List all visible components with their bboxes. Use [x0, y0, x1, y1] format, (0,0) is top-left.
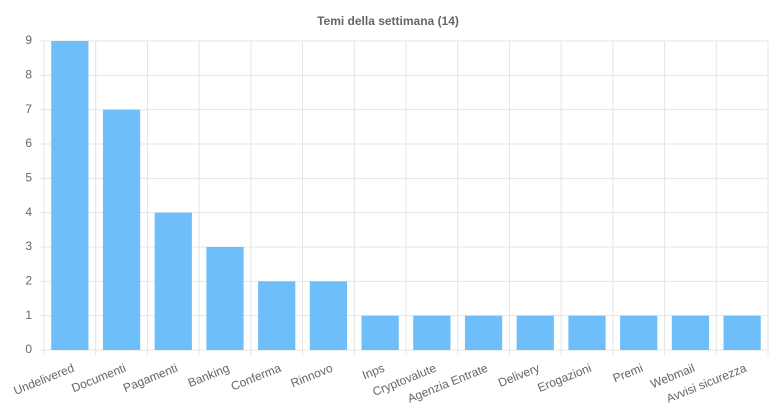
- x-tick-label: Pagamenti: [121, 361, 179, 395]
- bar: [620, 315, 658, 350]
- bar: [258, 281, 296, 350]
- y-tick-label: 7: [25, 102, 32, 116]
- x-tick-label: Documenti: [69, 361, 127, 395]
- bar: [723, 315, 761, 350]
- x-tick-label: Conferma: [229, 361, 283, 394]
- y-tick-label: 0: [25, 342, 32, 356]
- x-tick-label: Delivery: [496, 361, 541, 390]
- x-tick-label: Erogazioni: [535, 361, 593, 395]
- bar: [516, 315, 554, 350]
- bar: [154, 212, 192, 350]
- bar: [413, 315, 451, 350]
- y-tick-label: 3: [25, 239, 32, 253]
- bar: [309, 281, 348, 350]
- chart-title: Temi della settimana (14): [317, 14, 459, 28]
- x-tick-label: Inps: [360, 361, 386, 382]
- bar: [464, 315, 503, 350]
- y-tick-label: 2: [25, 274, 32, 288]
- bar: [568, 315, 606, 350]
- bar: [206, 247, 244, 350]
- x-tick-label: Banking: [186, 361, 231, 390]
- x-tick-label: Undelivered: [12, 361, 77, 398]
- x-tick-label: Rinnovo: [289, 361, 335, 391]
- bar: [671, 315, 710, 350]
- bar: [51, 41, 89, 350]
- y-tick-label: 9: [25, 33, 32, 47]
- y-tick-label: 1: [25, 308, 32, 322]
- x-tick-label: Premi: [611, 361, 645, 386]
- y-tick-label: 5: [25, 171, 32, 185]
- bar: [102, 109, 141, 351]
- y-tick-label: 6: [25, 136, 32, 150]
- y-tick-label: 8: [25, 68, 32, 82]
- y-tick-label: 4: [25, 205, 32, 219]
- bar: [361, 315, 399, 350]
